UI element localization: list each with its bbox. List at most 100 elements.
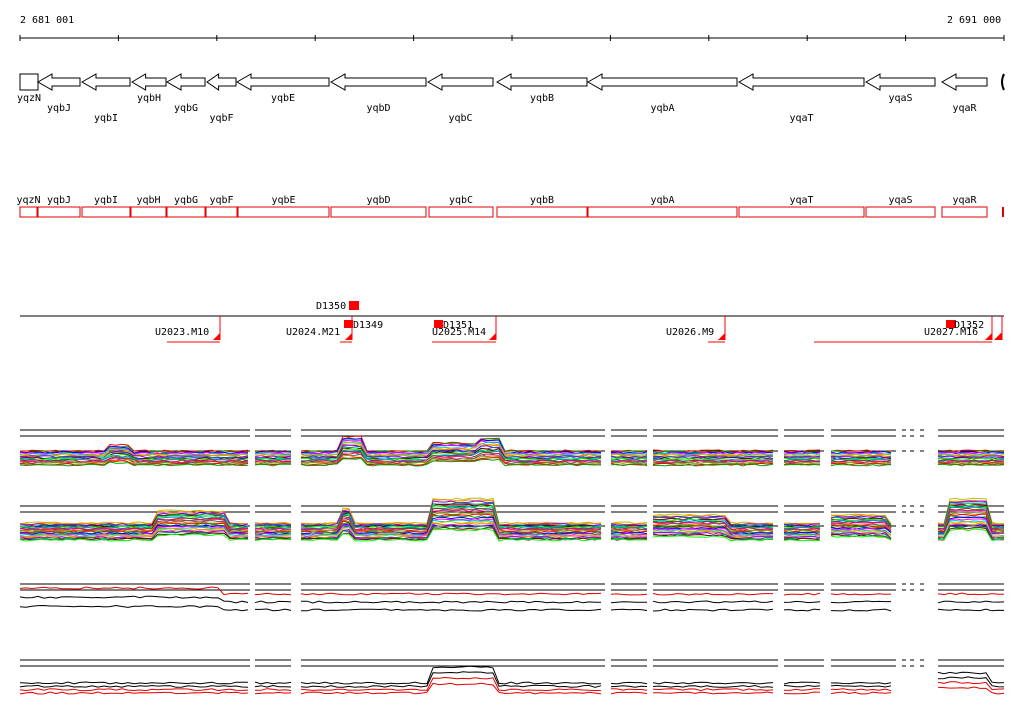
- gene-arrow-yqaS[interactable]: [864, 73, 936, 91]
- feature-marker[interactable]: [946, 320, 956, 328]
- gene-box-yqbG[interactable]: [166, 206, 206, 218]
- gene-arrow-yqbE[interactable]: [235, 73, 330, 91]
- expression-line: [19, 595, 249, 604]
- gene-box-yqbD[interactable]: [330, 206, 427, 218]
- gene-arrow-yqbH[interactable]: [131, 73, 167, 91]
- gene-arrow-label: yqbI: [94, 113, 118, 124]
- expression-line: [937, 527, 1005, 541]
- expression-line: [300, 665, 602, 685]
- gene-arrow-label: yqaT: [789, 113, 813, 124]
- expression-line: [610, 453, 648, 457]
- expression-line: [652, 463, 774, 467]
- gene-arrow-yqaR[interactable]: [940, 73, 988, 91]
- gene-box-yqaS[interactable]: [865, 206, 936, 218]
- gene-arrow-yqaT[interactable]: [737, 73, 865, 91]
- expression-line: [254, 522, 292, 525]
- gene-arrow-yqbG[interactable]: [165, 73, 206, 91]
- gene-box-yqbF[interactable]: [205, 206, 238, 218]
- expression-line: [937, 522, 1005, 538]
- expression-line: [937, 528, 1005, 541]
- expression-line: [830, 515, 892, 526]
- gene-arrow-yqbF[interactable]: [206, 73, 237, 91]
- expression-line: [254, 681, 292, 685]
- expression-line: [254, 523, 292, 526]
- feature-marker[interactable]: [349, 301, 359, 310]
- expression-line: [830, 529, 892, 536]
- gene-box-label: yqaS: [888, 195, 912, 206]
- feature-edge-end: [994, 332, 1002, 340]
- expression-line: [783, 608, 821, 612]
- gene-box-label: yqbI: [94, 195, 118, 206]
- gene-box-yqbC[interactable]: [428, 206, 494, 218]
- expression-line: [300, 520, 602, 538]
- gene-arrow-yqbJ[interactable]: [36, 73, 81, 91]
- expression-line: [300, 510, 602, 532]
- gene-arrow-label: yqbA: [650, 103, 674, 114]
- gene-box-yqaT[interactable]: [738, 206, 865, 218]
- feature-segment-end: [213, 333, 220, 340]
- gene-box-yqzN[interactable]: [19, 206, 38, 218]
- gene-box-yqbA[interactable]: [587, 206, 738, 218]
- expression-line: [300, 457, 602, 466]
- expression-line: [652, 461, 774, 465]
- expression-line: [830, 456, 892, 459]
- gene-arrow-label: yqbE: [271, 93, 295, 104]
- expression-line: [19, 533, 249, 542]
- expression-line: [783, 681, 821, 685]
- expression-line: [254, 455, 292, 458]
- gene-box-yqbB[interactable]: [496, 206, 588, 218]
- gene-arrow-label: yqaS: [888, 93, 912, 104]
- expression-line: [830, 531, 892, 539]
- expression-line: [19, 526, 249, 537]
- expression-line: [783, 539, 821, 542]
- gene-box-yqbE[interactable]: [237, 206, 330, 218]
- expression-line: [783, 684, 821, 688]
- expression-line: [830, 524, 892, 533]
- expression-line: [610, 681, 648, 685]
- expression-line: [610, 454, 648, 458]
- gene-arrow-yqbD[interactable]: [329, 73, 427, 91]
- gene-arrow-yqbI[interactable]: [80, 73, 131, 91]
- expression-line: [610, 691, 648, 695]
- gene-box-label: yqaR: [952, 195, 977, 206]
- feature-segment-end: [345, 333, 352, 340]
- feature-marker[interactable]: [434, 320, 443, 328]
- feature-marker[interactable]: [344, 320, 353, 328]
- expression-line: [830, 460, 892, 464]
- expression-line: [652, 456, 774, 460]
- expression-line: [19, 523, 249, 535]
- gene-arrow-yqbA[interactable]: [586, 73, 738, 91]
- expression-line: [783, 457, 821, 461]
- expression-line: [254, 460, 292, 463]
- gene-arrow-yqzN[interactable]: [19, 73, 39, 91]
- expression-line: [19, 510, 249, 526]
- expression-line: [300, 435, 602, 453]
- expression-line: [652, 460, 774, 464]
- expression-line: [830, 526, 892, 534]
- expression-line: [830, 521, 892, 531]
- expression-line: [254, 691, 292, 695]
- expression-line: [653, 531, 774, 540]
- gene-box-yqbI[interactable]: [81, 206, 131, 218]
- gene-box-yqaR[interactable]: [941, 206, 988, 218]
- expression-line: [652, 535, 774, 542]
- expression-line: [19, 681, 249, 685]
- expression-line: [783, 691, 821, 695]
- gene-box-yqbH[interactable]: [130, 206, 167, 218]
- gene-box-yqbJ[interactable]: [37, 206, 81, 218]
- expression-line: [937, 463, 1005, 467]
- expression-line: [300, 451, 602, 463]
- gene-arrow-label: yqbG: [174, 103, 198, 114]
- feature-segment-end: [489, 333, 496, 340]
- expression-line: [652, 684, 774, 688]
- expression-line: [610, 461, 648, 464]
- expression-line: [830, 462, 892, 466]
- expression-line: [783, 688, 820, 691]
- expression-line: [830, 691, 892, 695]
- expression-panel-1: [19, 429, 1005, 467]
- gene-arrow-label: yqbC: [448, 113, 472, 124]
- gene-arrow-yqbB[interactable]: [495, 73, 588, 91]
- gene-arrow-yqbC[interactable]: [426, 73, 494, 91]
- expression-line: [937, 510, 1005, 532]
- expression-line: [830, 534, 892, 540]
